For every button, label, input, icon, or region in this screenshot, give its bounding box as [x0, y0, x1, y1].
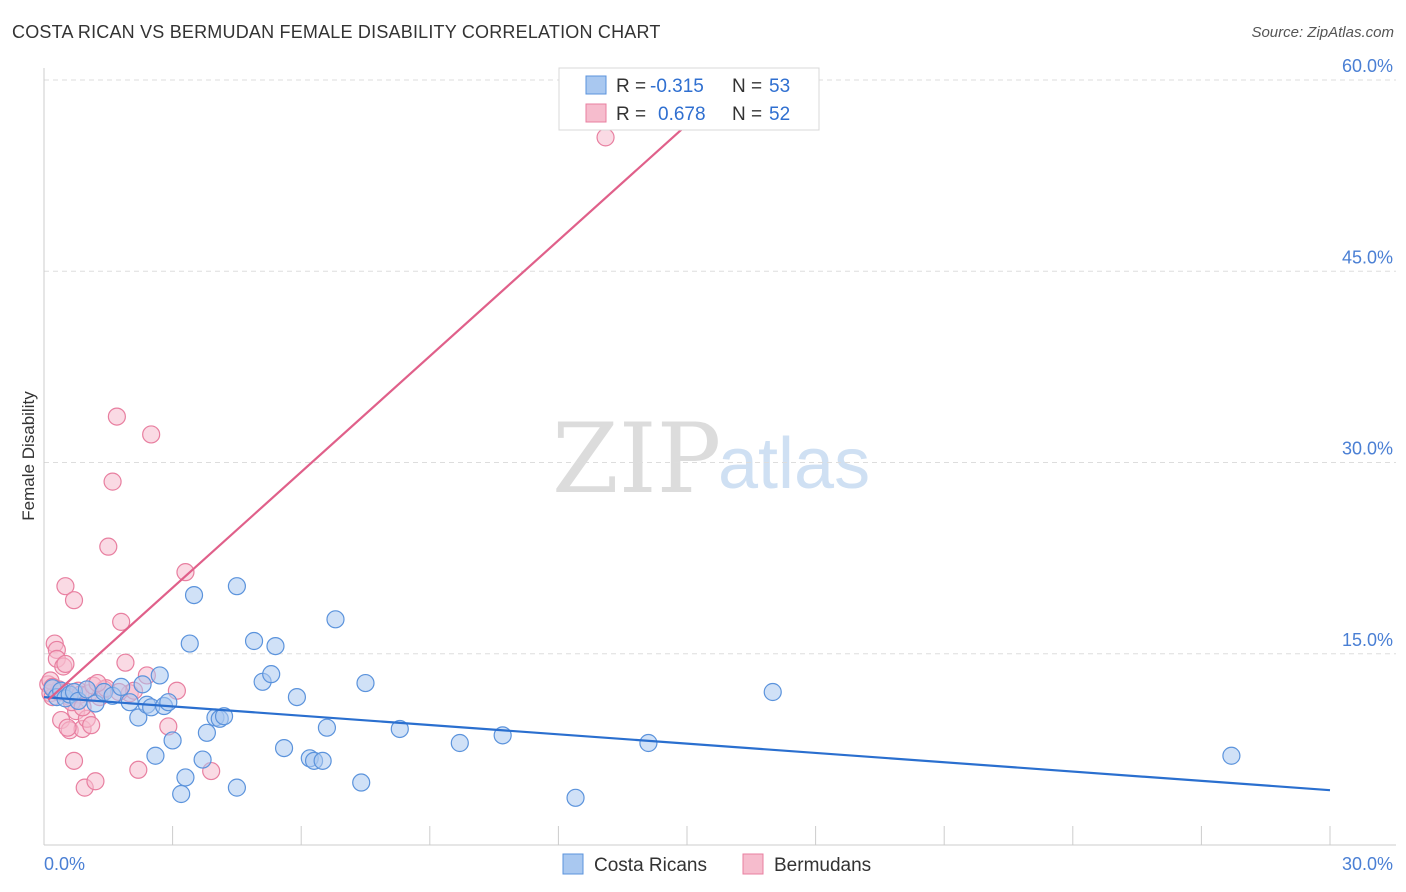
- costa-point-49: [566, 788, 585, 807]
- berm-point-9: [56, 654, 75, 674]
- berm-point-23: [82, 716, 101, 735]
- legend-n-label-berm: N =: [732, 104, 762, 125]
- legend-n-value-berm: 52: [769, 104, 790, 125]
- x-tick-label-max: 30.0%: [1342, 854, 1393, 874]
- berm-point-28: [103, 472, 122, 491]
- series-legend: Costa Ricans Bermudans: [562, 853, 871, 876]
- berm-point-15: [64, 751, 84, 770]
- costa-point-23: [176, 768, 195, 787]
- watermark-zip: ZIP: [552, 403, 721, 515]
- costa-point-31: [227, 778, 246, 797]
- costa-point-50: [639, 733, 658, 753]
- chart-title: COSTA RICAN VS BERMUDAN FEMALE DISABILIT…: [12, 22, 661, 42]
- costa-point-37: [274, 738, 294, 758]
- costa-point-47: [450, 733, 469, 753]
- legend-r-value-costa: -0.315: [650, 76, 704, 97]
- costa-point-45: [356, 673, 375, 693]
- costa-point-22: [172, 784, 191, 804]
- correlation-legend: R = -0.315 N = 53 R = 0.678 N = 52: [558, 67, 820, 131]
- legend-n-label-costa: N =: [732, 76, 762, 97]
- berm-point-10: [56, 577, 75, 596]
- costa-point-38: [287, 687, 307, 707]
- y-tick-labels: 15.0% 30.0% 45.0% 60.0%: [1342, 56, 1393, 650]
- costa-ricans-points: [43, 577, 1241, 807]
- costa-point-20: [159, 693, 178, 712]
- costa-point-11: [112, 677, 131, 697]
- costa-point-52: [1222, 746, 1241, 765]
- y-tick-label-45: 45.0%: [1342, 247, 1393, 267]
- legend-swatch-bermudans: [585, 103, 607, 123]
- bermudans-trend-line: [47, 123, 688, 701]
- bottom-legend-swatch-bermudans: [742, 853, 764, 875]
- costa-point-30: [214, 707, 234, 726]
- costa-point-14: [133, 675, 152, 694]
- berm-point-31: [116, 653, 135, 672]
- legend-r-value-berm: 0.678: [658, 104, 706, 125]
- legend-r-label-costa: R =: [616, 76, 646, 97]
- costa-point-26: [193, 750, 212, 769]
- y-tick-label-15: 15.0%: [1342, 630, 1393, 650]
- chart-source: Source: ZipAtlas.com: [1251, 24, 1394, 41]
- costa-point-35: [262, 665, 281, 684]
- y-tick-label-30: 30.0%: [1342, 439, 1393, 459]
- trend-lines: [43, 123, 1331, 792]
- y-tick-label-60: 60.0%: [1342, 56, 1393, 76]
- costa-point-33: [244, 631, 264, 651]
- berm-point-39: [176, 563, 195, 582]
- costa-point-18: [150, 666, 169, 685]
- y-axis-title: Female Disability: [19, 391, 38, 521]
- berm-point-51: [596, 128, 615, 147]
- costa-point-13: [129, 708, 148, 727]
- watermark-atlas: atlas: [718, 424, 870, 504]
- bottom-legend-bermudans: Bermudans: [774, 855, 871, 876]
- costa-point-41: [313, 751, 332, 770]
- berm-point-14: [64, 591, 84, 610]
- legend-swatch-costa-ricans: [585, 75, 607, 95]
- bottom-legend-swatch-costa-ricans: [562, 853, 584, 875]
- costa-point-51: [763, 682, 782, 702]
- berm-point-34: [129, 760, 148, 779]
- x-tick-label-min: 0.0%: [44, 854, 85, 874]
- berm-point-24: [86, 772, 105, 791]
- costa-point-46: [390, 719, 409, 739]
- legend-r-label-berm: R =: [616, 104, 646, 125]
- costa-point-25: [180, 634, 199, 653]
- legend-n-value-costa: 53: [769, 76, 790, 97]
- grid-lines: [44, 79, 1396, 655]
- costa-point-21: [163, 731, 182, 750]
- berm-point-27: [99, 537, 118, 556]
- costa-point-44: [352, 773, 371, 792]
- berm-point-30: [112, 612, 131, 631]
- costa-point-43: [326, 610, 345, 629]
- costa-point-36: [266, 636, 285, 656]
- costa-point-24: [184, 585, 204, 605]
- bottom-legend-costa-ricans: Costa Ricans: [594, 855, 707, 876]
- berm-point-36: [142, 425, 161, 444]
- costa-point-42: [317, 718, 337, 737]
- x-tick-marks: [43, 826, 1331, 845]
- costa-point-32: [227, 577, 246, 596]
- costa-ricans-trend-line: [43, 696, 1331, 792]
- berm-point-29: [107, 407, 126, 426]
- costa-point-27: [197, 723, 216, 742]
- costa-point-17: [146, 746, 165, 765]
- berm-point-48: [58, 718, 77, 737]
